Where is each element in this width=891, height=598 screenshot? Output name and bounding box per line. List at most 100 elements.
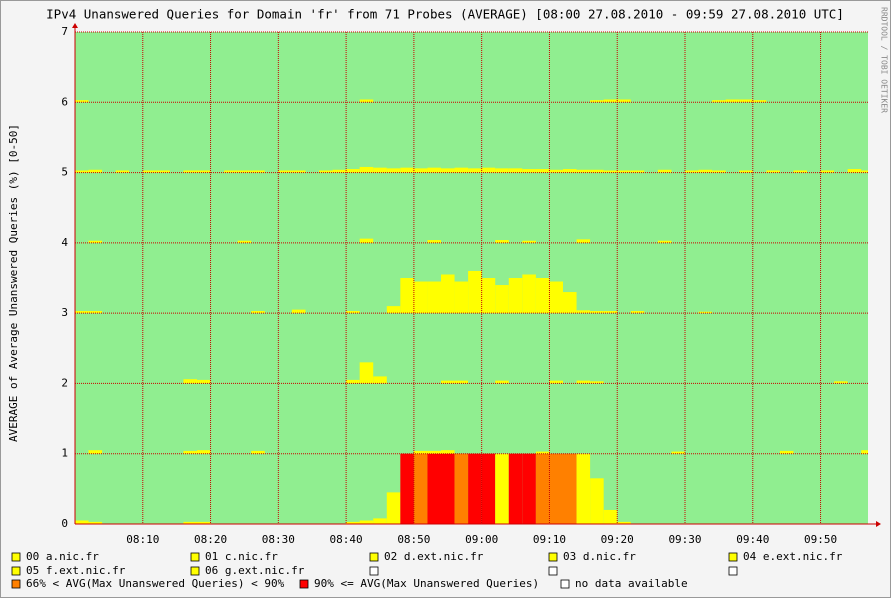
bar	[359, 99, 374, 103]
bar	[427, 453, 441, 524]
bar	[576, 239, 591, 243]
y-axis-label: AVERAGE of Average Unanswered Queries (%…	[7, 124, 20, 442]
bar	[373, 376, 387, 384]
y-tick-label: 0	[61, 517, 68, 530]
bar	[386, 168, 401, 173]
bar	[88, 311, 103, 314]
bar	[400, 453, 414, 524]
bar	[88, 521, 103, 524]
bar	[291, 309, 306, 314]
bar	[495, 240, 509, 243]
x-tick-label: 09:00	[465, 533, 498, 546]
x-tick-label: 08:10	[126, 533, 159, 546]
legend-label: 66% < AVG(Max Unanswered Queries) < 90%	[26, 577, 285, 590]
legend-label: 01 c.nic.fr	[205, 550, 278, 563]
bar	[481, 278, 496, 314]
bar	[441, 274, 455, 314]
bar	[549, 281, 563, 314]
y-tick-label: 1	[61, 447, 68, 460]
legend-label: 05 f.ext.nic.fr	[26, 564, 126, 577]
x-tick-label: 09:30	[668, 533, 701, 546]
bar	[75, 520, 89, 524]
empty-swatch	[548, 566, 558, 576]
bar	[522, 453, 536, 524]
bar	[657, 240, 672, 243]
bar	[197, 450, 211, 454]
bar	[590, 311, 604, 314]
bar	[495, 453, 509, 524]
bar	[197, 521, 211, 524]
bar	[468, 453, 482, 524]
bar	[739, 170, 753, 173]
legend-swatch	[11, 552, 21, 562]
bar	[522, 169, 536, 173]
axis-arrow	[72, 23, 78, 28]
bar	[820, 170, 835, 173]
bar	[481, 453, 496, 524]
bar	[454, 281, 469, 314]
bar	[576, 453, 591, 524]
bar	[563, 292, 577, 314]
chart-title: IPv4 Unanswered Queries for Domain 'fr' …	[46, 7, 844, 22]
bar	[183, 521, 197, 524]
bar	[495, 380, 509, 384]
legend-label: no data available	[575, 577, 688, 590]
legend-swatch	[299, 579, 309, 589]
bar	[522, 240, 536, 243]
x-tick-label: 09:20	[601, 533, 634, 546]
x-tick-label: 08:50	[397, 533, 430, 546]
bar	[508, 453, 523, 524]
x-tick-label: 08:40	[330, 533, 363, 546]
bar	[427, 167, 441, 173]
bar	[563, 169, 577, 173]
legend-label: 90% <= AVG(Max Unanswered Queries)	[314, 577, 539, 590]
bar	[576, 380, 591, 384]
bar	[725, 99, 740, 103]
x-tick-label: 09:50	[804, 533, 837, 546]
bar	[183, 450, 197, 454]
bar	[359, 362, 374, 384]
bar	[413, 453, 428, 524]
bar	[359, 520, 374, 524]
bar	[712, 100, 726, 103]
bar	[698, 169, 713, 173]
bar	[508, 278, 523, 314]
bar	[183, 170, 197, 173]
bar	[617, 99, 631, 103]
bar	[793, 170, 807, 173]
bar	[535, 453, 550, 524]
bar	[549, 453, 563, 524]
legend-label: 06 g.ext.nic.fr	[205, 564, 305, 577]
bar	[224, 170, 238, 173]
bar	[454, 167, 469, 173]
bar	[88, 169, 103, 173]
bar	[75, 311, 89, 314]
legend-swatch	[11, 566, 21, 576]
y-tick-label: 6	[61, 95, 68, 108]
bar	[346, 311, 360, 314]
bar	[441, 380, 455, 384]
bar	[427, 450, 441, 454]
bar	[549, 380, 563, 384]
bar	[75, 170, 89, 173]
bar	[346, 521, 360, 524]
bar	[359, 238, 374, 243]
bar	[522, 274, 536, 314]
legend-swatch	[190, 552, 200, 562]
bar	[590, 478, 604, 524]
bar	[671, 451, 685, 454]
legend: 00 a.nic.fr 01 c.nic.fr 02 d.ext.nic.fr 03 …	[11, 550, 843, 590]
bar	[834, 381, 848, 384]
bar	[278, 170, 292, 173]
bar	[481, 167, 496, 173]
bar	[712, 170, 726, 173]
bar	[576, 310, 591, 314]
bar	[237, 240, 252, 243]
bar	[427, 281, 441, 314]
bar	[861, 450, 868, 454]
bar	[413, 281, 428, 314]
bar	[739, 99, 753, 103]
y-tick-label: 7	[61, 25, 68, 38]
x-tick-label: 08:20	[194, 533, 227, 546]
